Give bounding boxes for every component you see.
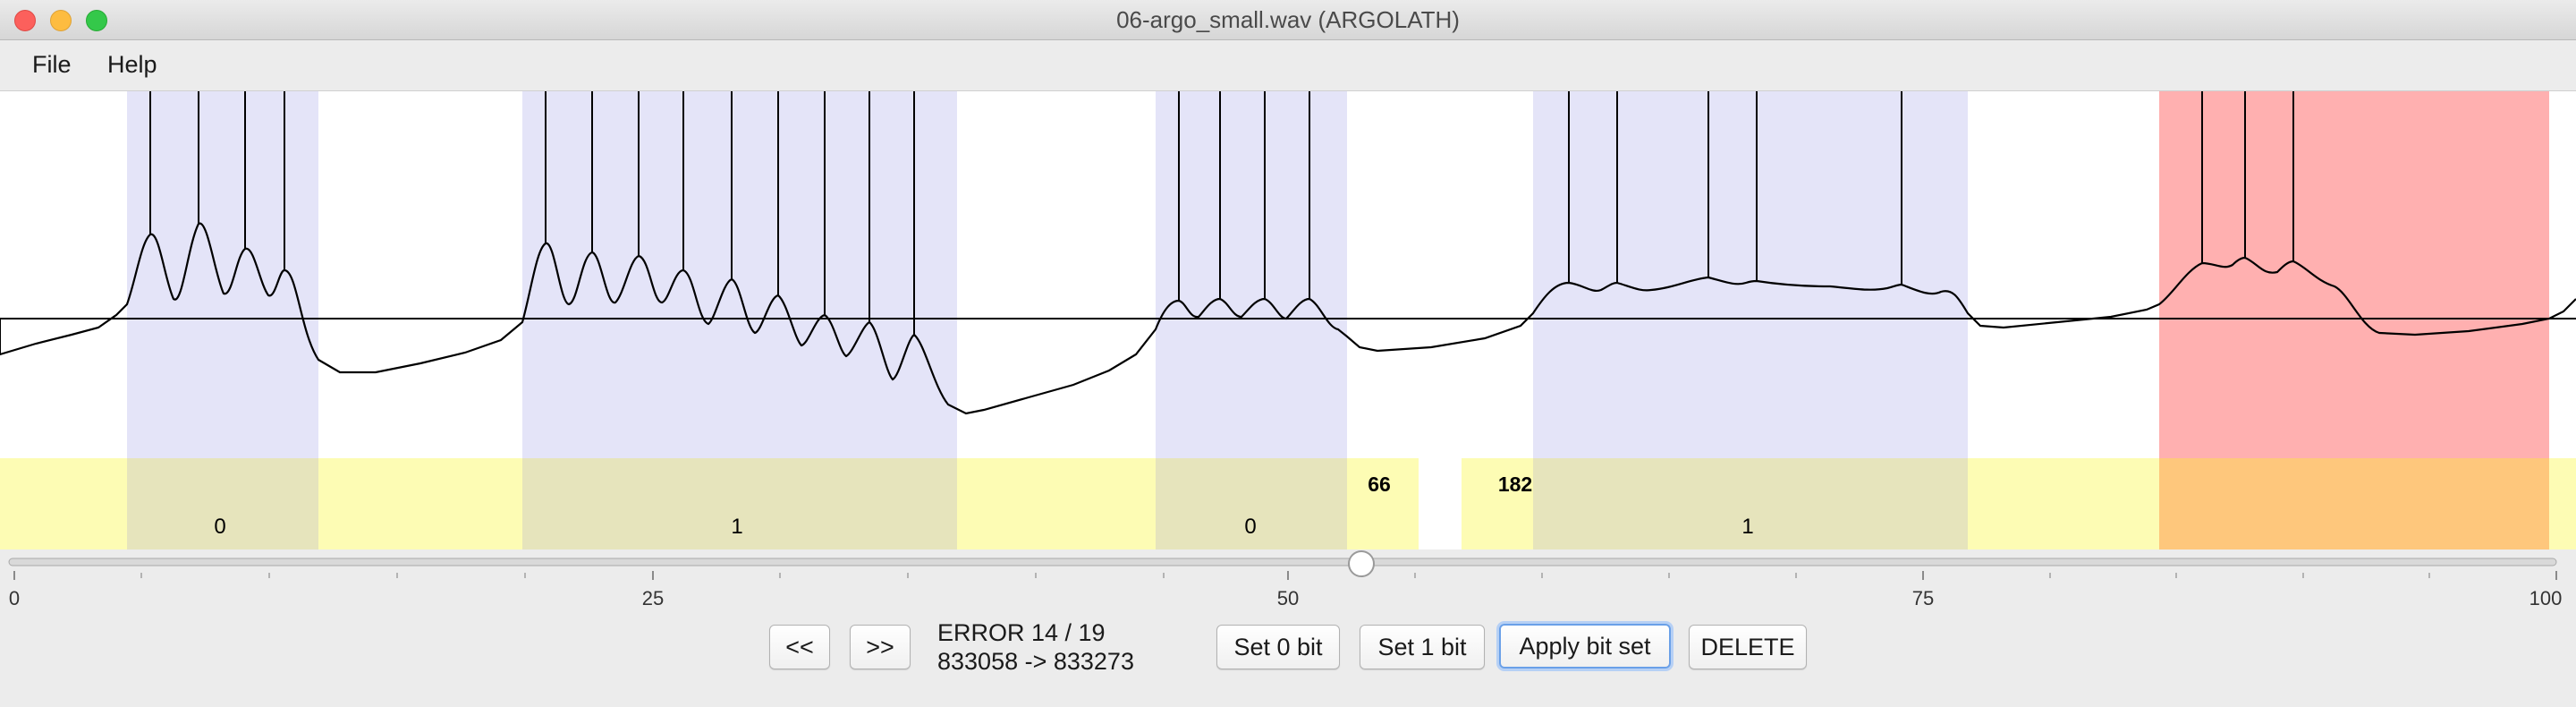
set-0-bit-button[interactable]: Set 0 bit [1216, 625, 1340, 669]
segment-label: 0 [1244, 515, 1256, 539]
bit-region [1156, 91, 1347, 458]
gap-length-label: 66 [1368, 473, 1391, 496]
delete-button[interactable]: DELETE [1689, 625, 1807, 669]
next-error-button[interactable]: >> [850, 625, 911, 669]
bit-region [127, 91, 318, 458]
bit-region [522, 91, 957, 458]
gap-length-label: 182 [1498, 473, 1532, 496]
timeline-bit-segment [127, 458, 318, 549]
slider-track [8, 558, 2557, 566]
zoom-window-button[interactable] [86, 10, 107, 31]
segment-label: 1 [1741, 515, 1753, 539]
window-title: 06-argo_small.wav (ARGOLATH) [1116, 6, 1460, 33]
slider-minor-ticks [140, 573, 2430, 578]
title-bar: 06-argo_small.wav (ARGOLATH) [0, 0, 2576, 40]
error-status: ERROR 14 / 19 [937, 619, 1106, 646]
position-slider-area: 0 25 50 75 100 [0, 549, 2576, 612]
waveform-view[interactable]: 0 1 0 66 182 1 [0, 91, 2576, 549]
slider-tick-label: 0 [9, 587, 20, 609]
apply-bit-set-button[interactable]: Apply bit set [1499, 624, 1671, 669]
timeline-gap [1419, 458, 1462, 549]
segment-label: 0 [214, 515, 225, 539]
minimize-window-button[interactable] [50, 10, 72, 31]
waveform [0, 222, 2576, 415]
previous-error-button[interactable]: << [769, 625, 830, 669]
slider-ticks [13, 571, 2557, 580]
menu-bar: File Help [0, 40, 2576, 91]
close-window-button[interactable] [14, 10, 36, 31]
slider-tick-label: 50 [1277, 587, 1299, 609]
peak-markers [149, 91, 2294, 335]
bit-region [1533, 91, 1968, 458]
slider-tick-label: 25 [642, 587, 664, 609]
timeline-bit-segment [1533, 458, 1968, 549]
position-slider[interactable]: 0 25 50 75 100 [0, 549, 2576, 612]
waveform-panel[interactable]: 0 1 0 66 182 1 [0, 91, 2576, 549]
segment-label: 1 [731, 515, 742, 539]
timeline-bit-segment [522, 458, 957, 549]
control-bar: << >> ERROR 14 / 19 833058 -> 833273 Set… [0, 612, 2576, 707]
slider-thumb [1348, 550, 1375, 577]
sample-range: 833058 -> 833273 [937, 648, 1134, 675]
error-region [2159, 91, 2549, 458]
timeline-bit-segment [1156, 458, 1347, 549]
set-1-bit-button[interactable]: Set 1 bit [1360, 625, 1485, 669]
slider-tick-label: 100 [2529, 587, 2563, 609]
menu-file[interactable]: File [32, 51, 72, 78]
slider-tick-label: 75 [1912, 587, 1934, 609]
timeline-error-segment [2159, 458, 2549, 549]
menu-help[interactable]: Help [107, 51, 157, 78]
